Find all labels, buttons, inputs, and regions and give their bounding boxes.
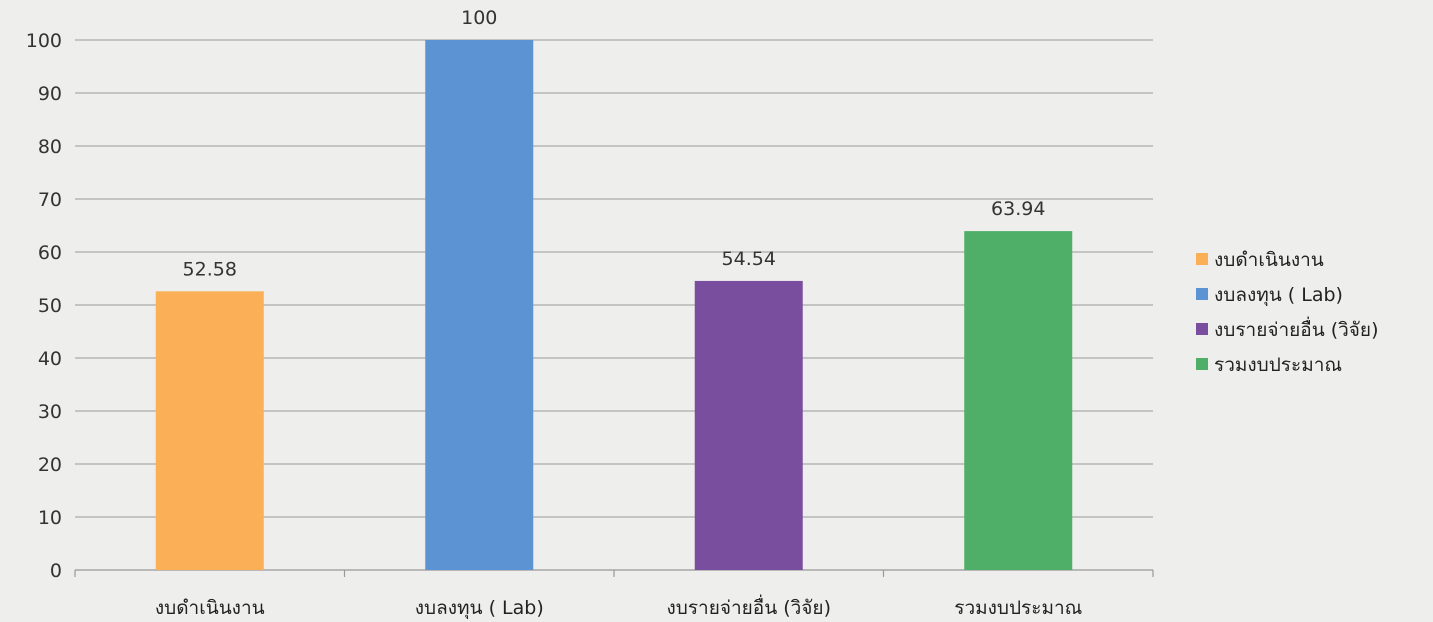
legend-label: งบดำเนินงาน (1214, 249, 1324, 271)
legend-swatch (1196, 288, 1208, 300)
y-tick-label: 50 (38, 295, 62, 317)
bar (964, 231, 1073, 571)
data-label: 63.94 (991, 198, 1045, 220)
data-labels: 52.58 100 54.54 63.94 (183, 7, 1046, 280)
data-label: 52.58 (183, 258, 237, 280)
category-labels: งบดำเนินงาน งบลงทุน ( Lab) งบรายจ่ายอื่น (… (155, 594, 1082, 620)
legend-swatch (1196, 323, 1208, 335)
bar (694, 280, 803, 570)
category-label: งบรายจ่ายอื่น (วิจัย) (667, 594, 831, 619)
legend-swatch (1196, 253, 1208, 265)
x-axis-tick-marks (74, 570, 1154, 577)
data-label: 54.54 (722, 248, 776, 270)
legend-label: งบลงทุน ( Lab) (1214, 284, 1343, 307)
bar (155, 291, 264, 570)
y-tick-label: 100 (26, 30, 62, 52)
bar (425, 40, 534, 570)
y-tick-label: 30 (38, 401, 62, 423)
y-tick-label: 80 (38, 136, 62, 158)
category-label: งบลงทุน ( Lab) (415, 597, 544, 620)
legend-swatch (1196, 358, 1208, 370)
y-tick-label: 20 (38, 454, 62, 476)
y-tick-label: 60 (38, 242, 62, 264)
y-tick-label: 10 (38, 507, 62, 529)
y-tick-label: 70 (38, 189, 62, 211)
y-tick-label: 0 (50, 560, 62, 582)
y-tick-label: 90 (38, 83, 62, 105)
category-label: รวมงบประมาณ (954, 597, 1082, 619)
y-axis-ticks: 0 10 20 30 40 50 60 70 80 90 100 (26, 30, 62, 582)
legend-label: รวมงบประมาณ (1214, 354, 1342, 376)
data-label: 100 (461, 7, 497, 29)
category-label: งบดำเนินงาน (155, 597, 265, 619)
legend-label: งบรายจ่ายอื่น (วิจัย) (1214, 316, 1378, 341)
y-tick-label: 40 (38, 348, 62, 370)
bars (155, 40, 1073, 571)
